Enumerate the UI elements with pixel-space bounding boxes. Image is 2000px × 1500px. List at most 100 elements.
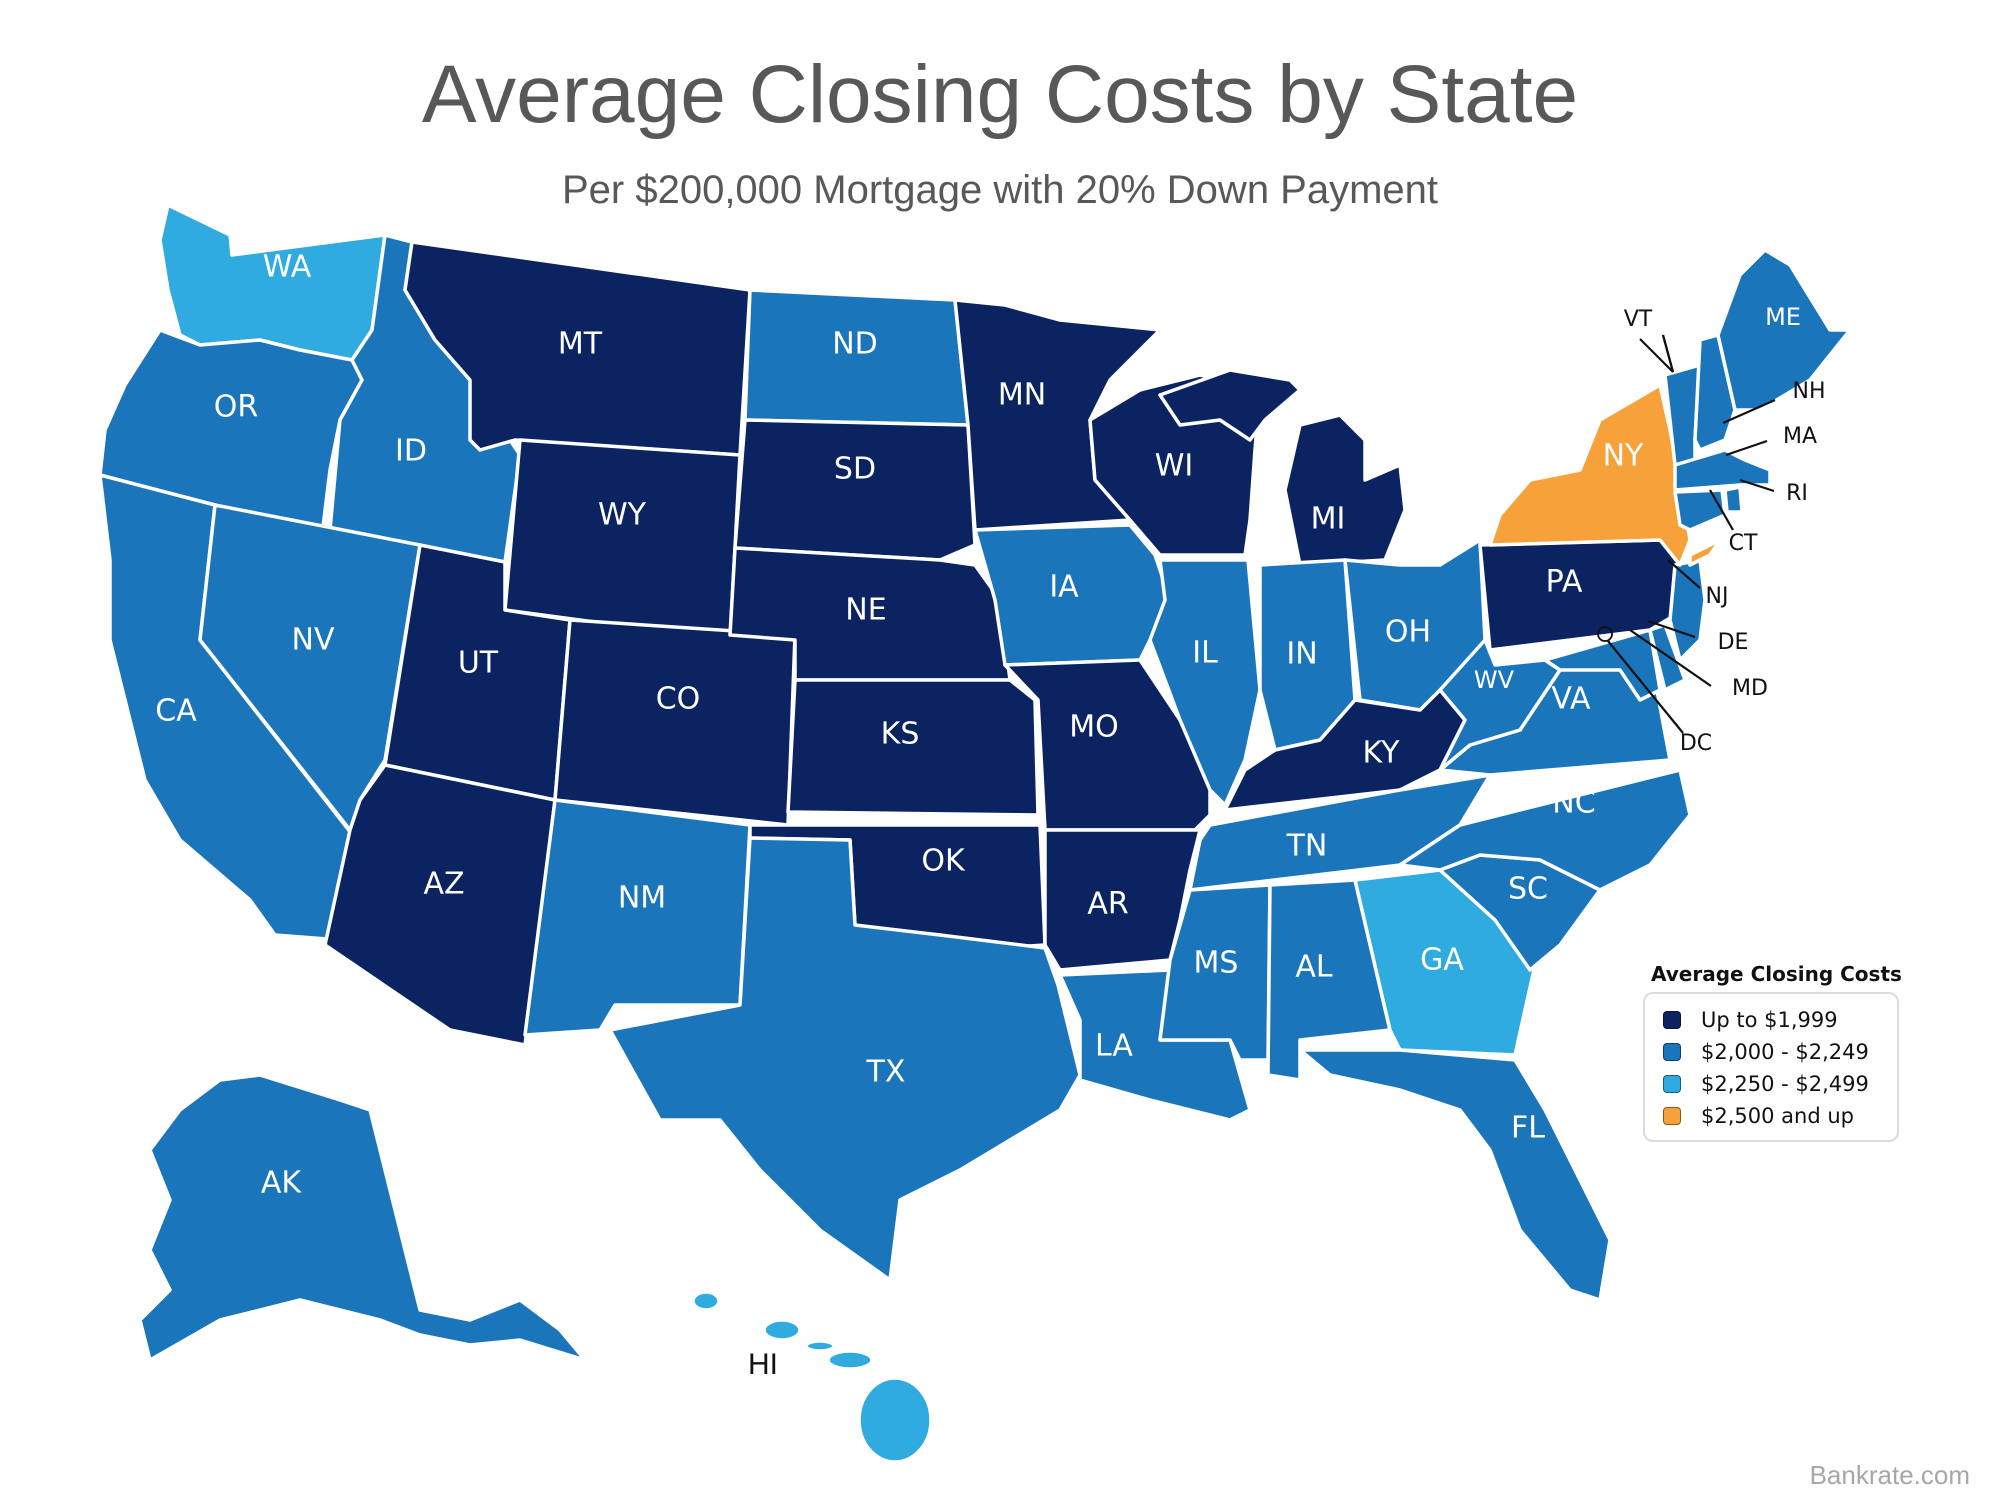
label-KY: KY (1363, 736, 1401, 771)
label-MS: MS (1194, 946, 1239, 981)
state-MO[interactable] (1003, 658, 1212, 832)
state-WY[interactable] (503, 438, 742, 642)
state-NM[interactable] (523, 798, 752, 1037)
legend-label: $2,500 and up (1701, 1104, 1854, 1128)
label-AZ: AZ (423, 867, 464, 902)
leader-DE (1647, 619, 1696, 639)
label-NY: NY (1603, 439, 1644, 474)
label-AL: AL (1295, 950, 1333, 985)
label-AK: AK (261, 1166, 303, 1201)
state-VT[interactable] (1663, 363, 1702, 467)
label-NH: NH (1793, 379, 1826, 404)
state-NC[interactable] (1398, 768, 1692, 892)
label-DC: DC (1680, 731, 1712, 756)
label-TN: TN (1286, 829, 1328, 864)
legend-swatch-icon (1663, 1075, 1681, 1093)
legend-box: Up to $1,999 $2,000 - $2,249 $2,250 - $2… (1643, 992, 1899, 1142)
state-HI-big[interactable] (857, 1376, 933, 1464)
state-SD[interactable] (733, 418, 977, 562)
label-MT: MT (558, 327, 603, 362)
state-DE[interactable] (1648, 623, 1687, 692)
state-WV[interactable] (1438, 638, 1562, 772)
state-OR[interactable] (98, 328, 364, 537)
label-OK: OK (921, 844, 966, 879)
state-NJ[interactable] (1668, 558, 1707, 662)
label-SC: SC (1508, 872, 1548, 907)
label-SD: SD (834, 452, 876, 487)
label-FL: FL (1511, 1111, 1545, 1146)
label-MI: MI (1311, 502, 1346, 537)
legend-label: $2,250 - $2,499 (1701, 1072, 1869, 1096)
state-MI-upper[interactable] (1158, 368, 1302, 442)
state-HI-maui[interactable] (826, 1349, 874, 1371)
map-title: Average Closing Costs by State (421, 49, 1579, 140)
state-AK[interactable] (138, 1073, 587, 1362)
leader-RI (1739, 478, 1775, 493)
label-MD: MD (1732, 676, 1768, 701)
legend-item-tier4: $2,500 and up (1663, 1100, 1883, 1132)
label-MA: MA (1783, 424, 1817, 449)
label-NE: NE (845, 593, 886, 628)
label-LA: LA (1095, 1029, 1133, 1064)
leader-DC (1607, 640, 1684, 734)
label-IA: IA (1049, 570, 1079, 605)
label-GA: GA (1420, 943, 1464, 978)
state-IL[interactable] (1148, 558, 1262, 807)
state-NY-longisland[interactable] (1688, 538, 1722, 567)
label-HI: HI (748, 1348, 778, 1381)
map-subtitle: Per $200,000 Mortgage with 20% Down Paym… (561, 168, 1439, 212)
legend-swatch-icon (1663, 1011, 1681, 1029)
state-HI-kauai[interactable] (691, 1290, 721, 1312)
label-RI: RI (1786, 481, 1808, 506)
legend: Average Closing Costs Up to $1,999 $2,00… (1643, 962, 1903, 1142)
state-FL[interactable] (1298, 1048, 1612, 1302)
label-ND: ND (832, 327, 878, 362)
state-MT[interactable] (403, 240, 752, 457)
leader-MD (1629, 629, 1712, 687)
leader-VT-line (1639, 338, 1674, 373)
state-NY[interactable] (1488, 383, 1692, 567)
state-RI[interactable] (1723, 485, 1744, 514)
label-NM: NM (618, 881, 666, 916)
label-WV: WV (1474, 666, 1515, 694)
state-MA[interactable] (1673, 448, 1772, 492)
legend-item-tier2: $2,000 - $2,249 (1663, 1036, 1883, 1068)
state-HI-oahu[interactable] (762, 1318, 802, 1342)
label-WY: WY (598, 498, 647, 533)
state-HI-molokai[interactable] (804, 1339, 836, 1353)
leader-CT (1709, 489, 1734, 531)
legend-item-tier3: $2,250 - $2,499 (1663, 1068, 1883, 1100)
label-AR: AR (1087, 887, 1128, 922)
label-DE: DE (1718, 630, 1749, 655)
legend-label: $2,000 - $2,249 (1701, 1040, 1869, 1064)
label-OR: OR (214, 390, 258, 425)
leader-NJ (1667, 559, 1701, 589)
legend-label: Up to $1,999 (1701, 1008, 1838, 1032)
label-KS: KS (881, 717, 920, 752)
label-MO: MO (1069, 710, 1119, 745)
state-CO[interactable] (553, 618, 797, 827)
leader-MA (1725, 439, 1768, 457)
state-ME[interactable] (1716, 248, 1852, 412)
label-IN: IN (1286, 637, 1317, 672)
label-NC: NC (1552, 786, 1595, 821)
label-IL: IL (1192, 636, 1218, 671)
label-CT: CT (1729, 531, 1758, 556)
label-OH: OH (1385, 615, 1431, 650)
label-ME: ME (1765, 303, 1801, 331)
label-VT: VT (1624, 307, 1653, 332)
label-PA: PA (1546, 565, 1583, 600)
leader-VT-dup (1661, 334, 1675, 373)
state-MI-lower[interactable] (1283, 413, 1407, 567)
state-TX[interactable] (608, 836, 1082, 1282)
label-CO: CO (656, 682, 701, 717)
label-WI: WI (1155, 449, 1194, 484)
label-UT: UT (458, 646, 499, 681)
state-KS[interactable] (786, 678, 1040, 817)
leader-NH (1722, 398, 1776, 425)
legend-item-tier1: Up to $1,999 (1663, 1004, 1883, 1036)
state-CT[interactable] (1673, 488, 1727, 532)
dc-marker-icon (1597, 626, 1613, 642)
state-AZ[interactable] (323, 763, 557, 1047)
